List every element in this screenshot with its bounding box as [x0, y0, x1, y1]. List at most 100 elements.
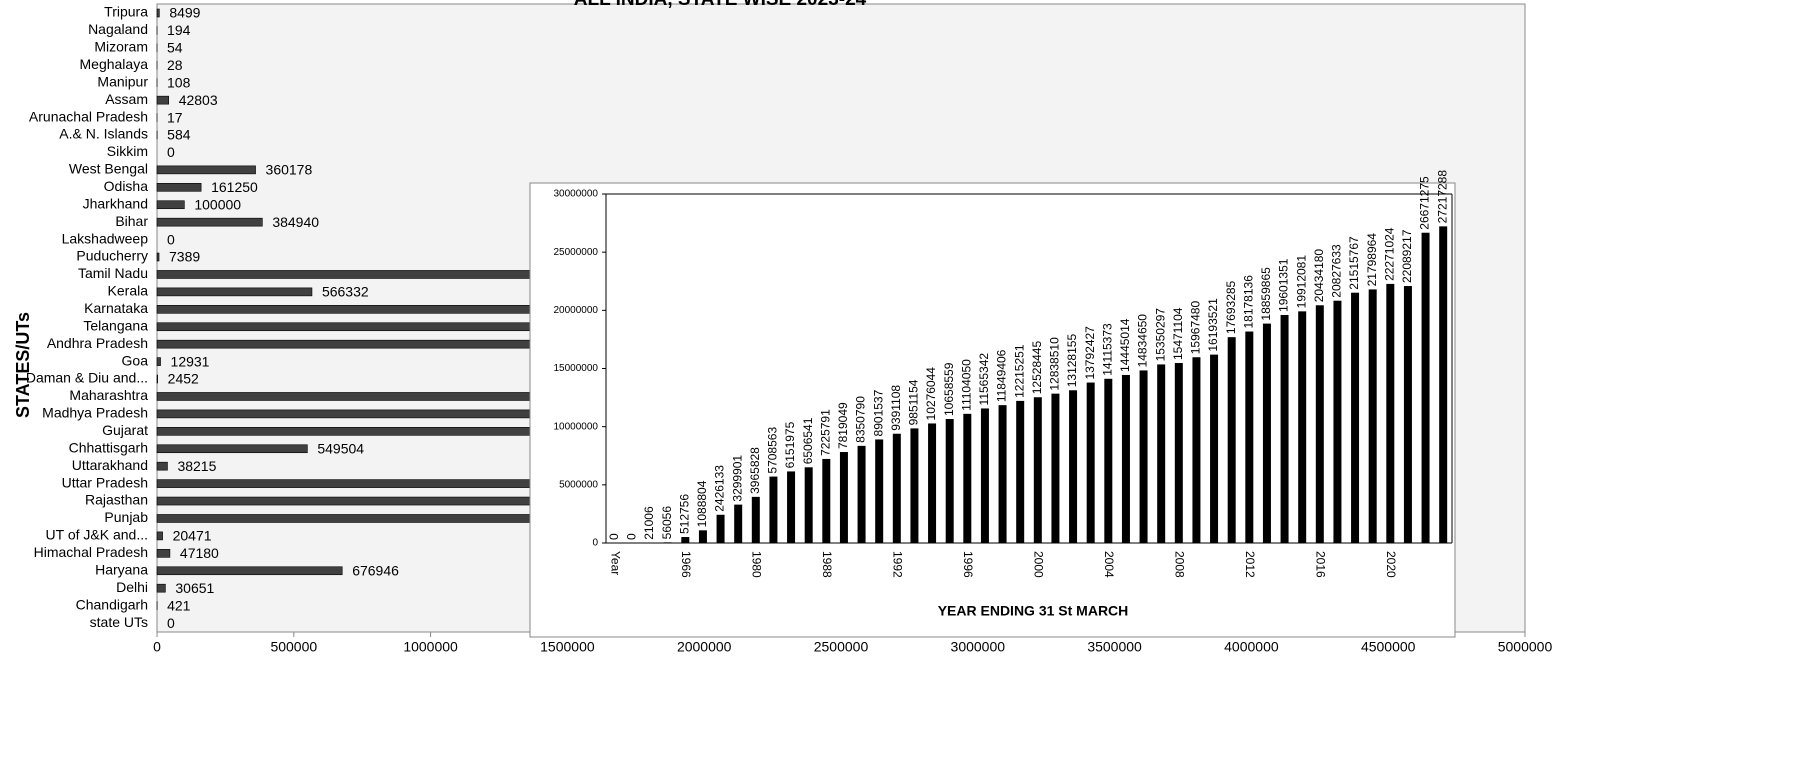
data-label: 360178	[266, 162, 313, 178]
x-tick-label: 1500000	[540, 639, 595, 655]
y-tick-label: Kerala	[108, 283, 149, 299]
bar	[156, 444, 308, 454]
data-label: 0	[607, 533, 621, 540]
data-label: 19601351	[1277, 258, 1291, 312]
bar	[156, 549, 171, 558]
bar	[980, 408, 989, 543]
y-tick-label: 0	[592, 538, 598, 549]
bar	[156, 287, 313, 297]
data-label: 12215251	[1012, 344, 1026, 398]
y-tick-label: 25000000	[554, 247, 599, 258]
bar	[751, 496, 760, 543]
y-tick-label: Lakshadweep	[62, 230, 149, 246]
y-tick-label: 20000000	[554, 305, 599, 316]
x-tick-label: 0	[153, 639, 161, 655]
data-label: 194	[167, 22, 191, 38]
x-tick-label: 1996	[961, 551, 975, 578]
data-label: 6506541	[801, 417, 815, 464]
data-label: 26671275	[1418, 176, 1432, 230]
chart-title: ALL INDIA, STATE WISE 2023-24	[574, 0, 867, 10]
bar	[787, 471, 796, 543]
bar	[156, 461, 168, 471]
data-label: 20434180	[1312, 249, 1326, 303]
x-tick-label: 2020	[1384, 551, 1398, 578]
y-tick-label: state UTs	[90, 614, 148, 630]
data-label: 22089217	[1400, 229, 1414, 283]
bar	[1298, 311, 1307, 543]
data-label: 549504	[317, 440, 364, 456]
data-label: 100000	[194, 196, 241, 212]
bar	[1386, 283, 1395, 543]
x-tick-label: 1992	[891, 551, 905, 578]
x-tick-label: 2004	[1102, 551, 1116, 578]
data-label: 0	[167, 231, 175, 247]
data-label: 15967480	[1189, 301, 1203, 355]
data-label: 9851154	[907, 379, 921, 425]
data-label: 27217288	[1435, 170, 1449, 224]
bar	[156, 217, 263, 227]
bar	[156, 322, 596, 332]
data-label: 2452	[168, 371, 199, 387]
data-label: 16193521	[1206, 298, 1220, 352]
data-label: 15350297	[1153, 308, 1167, 362]
x-tick-label: 3500000	[1087, 639, 1142, 655]
bar	[156, 183, 202, 192]
y-tick-label: Sikkim	[107, 143, 148, 159]
bar	[963, 413, 972, 543]
y-tick-label: Maharashtra	[69, 387, 148, 403]
y-tick-label: 10000000	[554, 421, 599, 432]
data-label: 13792427	[1083, 326, 1097, 380]
y-tick-label: Karnataka	[84, 300, 148, 316]
bar	[998, 405, 1007, 543]
y-tick-label: 30000000	[554, 189, 599, 200]
data-label: 7819049	[836, 402, 850, 449]
data-label: 0	[167, 615, 175, 631]
y-tick-label: Uttarakhand	[72, 457, 148, 473]
data-label: 584	[167, 127, 191, 143]
x-tick-label: 5000000	[1498, 639, 1553, 655]
data-label: 512756	[677, 494, 691, 534]
x-tick-label: 1000000	[403, 639, 458, 655]
bar	[1245, 331, 1254, 543]
data-label: 14445014	[1118, 318, 1132, 372]
bar	[681, 537, 690, 543]
bar	[1033, 397, 1042, 543]
data-label: 421	[167, 597, 191, 613]
y-tick-label: Andhra Pradesh	[47, 335, 148, 351]
data-label: 5708563	[766, 427, 780, 474]
bar	[734, 504, 743, 543]
bar	[156, 583, 166, 593]
x-tick-label: 4000000	[1224, 639, 1279, 655]
y-tick-label: Arunachal Pradesh	[29, 108, 148, 124]
data-label: 12931	[171, 353, 210, 369]
bar	[156, 165, 256, 175]
data-label: 11104050	[959, 359, 973, 411]
data-label: 21006	[642, 506, 656, 540]
data-label: 19912081	[1294, 255, 1308, 309]
data-label: 7225791	[818, 409, 832, 456]
y-tick-label: Bihar	[115, 213, 148, 229]
y-tick-label: Manipur	[97, 73, 148, 89]
y-axis-title: STATES/UTs	[13, 312, 33, 418]
data-label: 47180	[180, 545, 219, 561]
data-label: 9391108	[889, 385, 903, 431]
bar	[156, 374, 158, 384]
bar	[1403, 286, 1412, 543]
data-label: 10276044	[924, 367, 938, 421]
data-label: 12528445	[1030, 341, 1044, 395]
data-label: 54	[167, 40, 183, 56]
y-tick-label: 5000000	[559, 479, 598, 490]
data-label: 17693285	[1224, 280, 1238, 334]
bar	[892, 433, 901, 543]
data-label: 21515767	[1347, 236, 1361, 290]
data-label: 384940	[272, 214, 319, 230]
bar	[1368, 289, 1377, 543]
y-tick-label: Jharkhand	[83, 195, 148, 211]
bar	[698, 530, 707, 543]
bar	[1069, 390, 1078, 543]
y-tick-label: Odisha	[104, 178, 149, 194]
y-tick-label: Assam	[105, 91, 148, 107]
y-tick-label: Haryana	[95, 561, 148, 577]
y-tick-label: A.& N. Islands	[59, 126, 148, 142]
x-tick-label: 2000000	[677, 639, 732, 655]
